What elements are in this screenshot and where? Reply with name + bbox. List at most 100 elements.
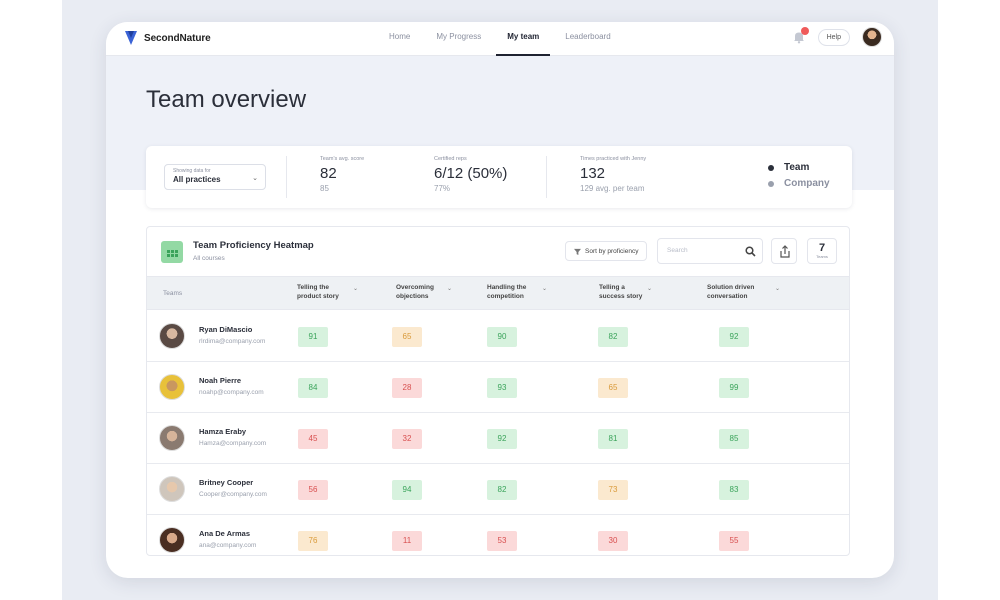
score-cell[interactable]: 11	[392, 531, 422, 551]
column-headers: Teams Telling the product story ⌄ Overcom…	[147, 276, 849, 310]
score-cell[interactable]: 73	[598, 480, 628, 500]
stat-avg-score: Team's avg. score 82 85	[320, 156, 364, 193]
stat-sub: 77%	[434, 184, 451, 193]
row-name: Ryan DiMascio	[199, 325, 253, 334]
score-cell[interactable]: 56	[298, 480, 328, 500]
nav-right: Help	[792, 27, 882, 47]
notifications-button[interactable]	[792, 27, 809, 44]
score-cell[interactable]: 94	[392, 480, 422, 500]
table-row[interactable]: Hamza Eraby Hamza@company.com 45 32 92 8…	[147, 413, 849, 464]
column-header[interactable]: Overcoming objections	[396, 283, 434, 301]
stat-practiced: Times practiced with Jenny 132 129 avg. …	[580, 156, 646, 193]
nav-links: Home My Progress My team Leaderboard	[376, 22, 624, 56]
heatmap-card: Team Proficiency Heatmap All courses Sor…	[146, 226, 850, 556]
avatar	[159, 323, 185, 349]
column-header-teams[interactable]: Teams	[163, 290, 183, 297]
notification-badge	[800, 27, 809, 35]
chevron-down-icon[interactable]: ⌄	[775, 286, 781, 292]
chevron-down-icon[interactable]: ⌄	[647, 286, 653, 292]
divider	[286, 156, 287, 198]
stat-value: 6/12 (50%)	[434, 165, 508, 182]
selector-value: All practices	[173, 175, 221, 184]
column-header-line: objections	[396, 293, 429, 300]
score-cell[interactable]: 85	[719, 429, 749, 449]
export-button[interactable]	[771, 238, 797, 264]
page-title: Team overview	[146, 86, 307, 113]
legend-label: Team	[784, 162, 810, 173]
legend-dot	[768, 164, 774, 171]
chevron-down-icon[interactable]: ⌄	[542, 286, 548, 292]
score-cell[interactable]: 30	[598, 531, 628, 551]
practice-selector[interactable]: Showing data for All practices ⌄	[164, 164, 266, 190]
score-cell[interactable]: 65	[598, 378, 628, 398]
row-name: Britney Cooper	[199, 478, 254, 487]
table-row[interactable]: Britney Cooper Cooper@company.com 56 94 …	[147, 464, 849, 515]
legend-label: Company	[784, 178, 830, 189]
score-cell[interactable]: 76	[298, 531, 328, 551]
brand-logo-icon	[125, 31, 137, 45]
stat-certified: Certified reps 6/12 (50%) 77%	[434, 156, 507, 193]
score-cell[interactable]: 93	[487, 378, 517, 398]
search-placeholder: Search	[667, 247, 688, 254]
stat-value: 132	[580, 165, 606, 182]
help-button[interactable]: Help	[817, 28, 850, 46]
score-cell[interactable]: 82	[598, 327, 628, 347]
stat-sub: 85	[320, 184, 329, 193]
score-cell[interactable]: 82	[487, 480, 517, 500]
legend-item-team[interactable]: Team	[768, 162, 830, 173]
row-email: ana@company.com	[199, 542, 257, 549]
table-row[interactable]: Ryan DiMascio rlrdima@company.com 91 65 …	[147, 311, 849, 362]
stats-card: Showing data for All practices ⌄ Team's …	[146, 146, 852, 208]
legend: Team Company	[768, 162, 830, 194]
column-header-line: Handling the	[487, 284, 527, 291]
column-header-line: competition	[487, 293, 524, 300]
score-cell[interactable]: 84	[298, 378, 328, 398]
sort-button[interactable]: Sort by proficiency	[565, 241, 648, 261]
table-row[interactable]: Noah Pierre noahp@company.com 84 28 93 6…	[147, 362, 849, 413]
chevron-down-icon[interactable]: ⌄	[353, 286, 359, 292]
score-cell[interactable]: 45	[298, 429, 328, 449]
column-header[interactable]: Telling the product story	[297, 283, 339, 301]
column-header-line: product story	[297, 293, 339, 300]
legend-item-company[interactable]: Company	[768, 178, 830, 189]
row-email: rlrdima@company.com	[199, 338, 266, 345]
column-header[interactable]: Solution driven conversation	[707, 283, 754, 301]
avatar	[159, 374, 185, 400]
search-icon	[745, 246, 756, 257]
score-cell[interactable]: 92	[719, 327, 749, 347]
selector-caption: Showing data for	[173, 168, 211, 174]
bell-icon	[793, 32, 804, 44]
score-cell[interactable]: 53	[487, 531, 517, 551]
column-header[interactable]: Handling the competition	[487, 283, 526, 301]
chevron-down-icon[interactable]: ⌄	[447, 286, 453, 292]
teams-count-caption: Teams	[816, 254, 828, 259]
nav-my-progress[interactable]: My Progress	[436, 32, 482, 41]
filter-icon	[574, 248, 581, 255]
nav-leaderboard[interactable]: Leaderboard	[565, 32, 611, 41]
score-cell[interactable]: 81	[598, 429, 628, 449]
stat-caption: Certified reps	[434, 156, 467, 162]
user-avatar[interactable]	[862, 27, 882, 47]
column-header[interactable]: Telling a success story	[599, 283, 642, 301]
score-cell[interactable]: 28	[392, 378, 422, 398]
score-cell[interactable]: 99	[719, 378, 749, 398]
score-cell[interactable]: 32	[392, 429, 422, 449]
score-cell[interactable]: 55	[719, 531, 749, 551]
column-header-line: success story	[599, 293, 643, 300]
nav-my-team[interactable]: My team	[494, 22, 552, 56]
score-cell[interactable]: 90	[487, 327, 517, 347]
teams-count: 7 Teams	[807, 238, 837, 264]
table-row[interactable]: Ana De Armas ana@company.com 76 11 53 30…	[147, 515, 849, 555]
sort-label: Sort by proficiency	[585, 247, 639, 255]
score-cell[interactable]: 92	[487, 429, 517, 449]
brand[interactable]: SecondNature	[124, 30, 211, 46]
share-icon	[780, 245, 790, 258]
search-input[interactable]: Search	[657, 238, 763, 264]
teams-count-value: 7	[818, 242, 826, 254]
score-cell[interactable]: 83	[719, 480, 749, 500]
nav-home[interactable]: Home	[389, 32, 411, 41]
column-header-line: Telling the	[297, 284, 330, 291]
stat-sub: 129 avg. per team	[580, 184, 645, 193]
score-cell[interactable]: 91	[298, 327, 328, 347]
score-cell[interactable]: 65	[392, 327, 422, 347]
